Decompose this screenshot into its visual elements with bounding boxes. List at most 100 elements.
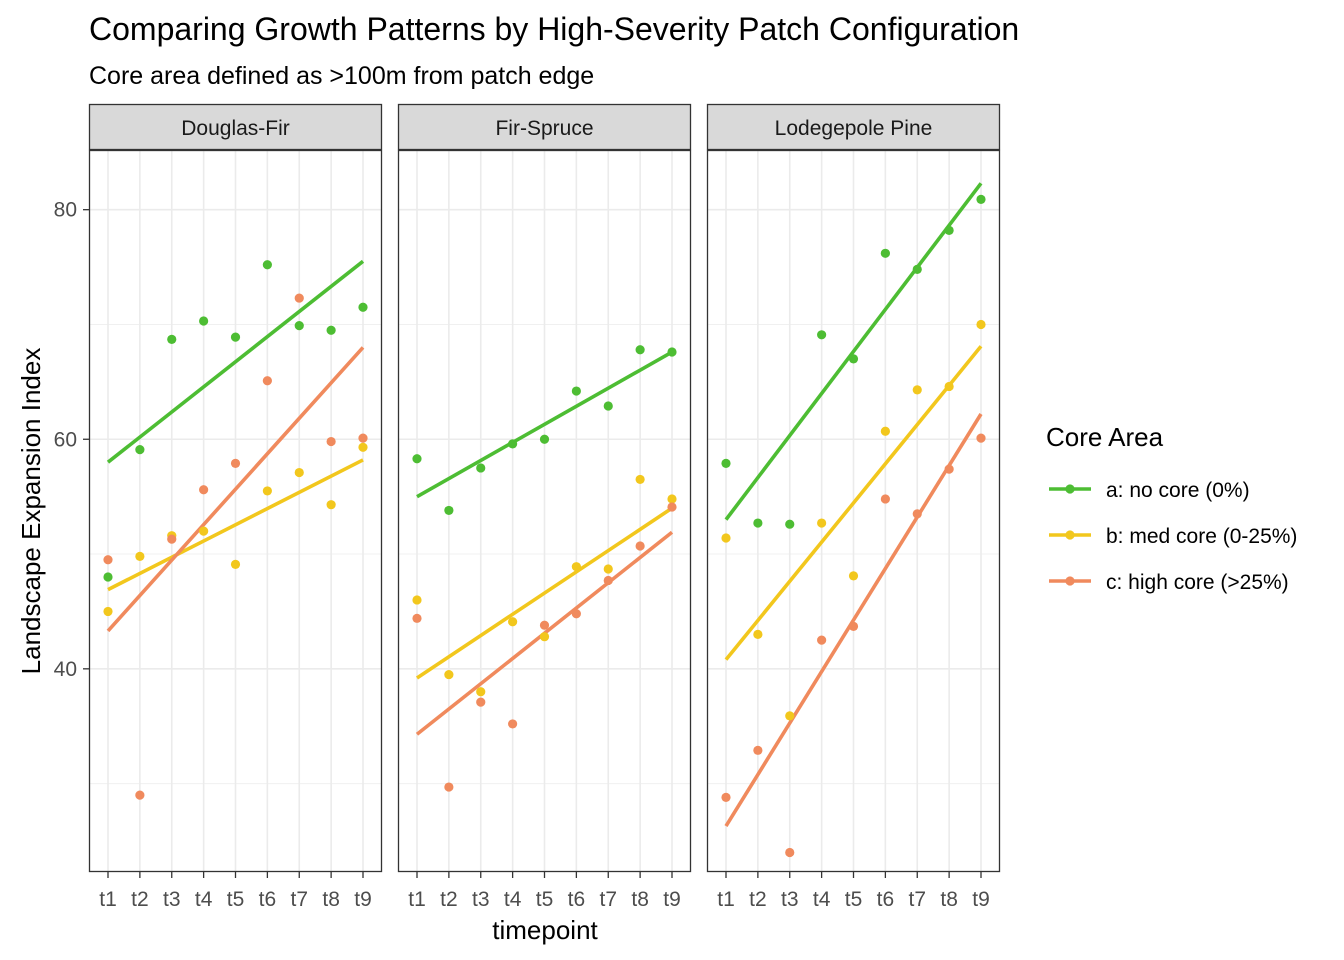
x-tick-label: t7 — [290, 888, 308, 911]
data-point-c — [539, 620, 550, 630]
data-point-b — [912, 385, 922, 395]
y-tick-label: 40 — [54, 658, 77, 681]
data-point-a — [912, 264, 922, 274]
y-tick-label: 60 — [54, 428, 77, 451]
data-point-a — [508, 439, 518, 449]
data-point-b — [667, 494, 677, 504]
data-point-c — [412, 613, 422, 623]
x-tick-label: t1 — [408, 888, 426, 911]
data-point-a — [444, 505, 454, 516]
data-point-a — [848, 354, 859, 364]
data-point-a — [167, 334, 177, 344]
data-point-a — [976, 194, 986, 204]
x-tick-label: t9 — [972, 888, 990, 911]
x-tick-label: t4 — [195, 888, 213, 911]
facet-strip — [397, 103, 692, 151]
data-point-c — [603, 575, 613, 586]
data-point-b — [539, 632, 550, 642]
chart-subtitle: Core area defined as >100m from patch ed… — [89, 62, 594, 90]
data-point-b — [444, 669, 454, 680]
facet-strip-label: Lodegepole Pine — [775, 117, 933, 140]
data-point-a — [539, 434, 550, 444]
data-point-c — [944, 464, 954, 474]
data-point-c — [444, 782, 454, 792]
data-point-a — [412, 454, 422, 464]
panel-border — [397, 149, 692, 873]
data-point-b — [262, 486, 272, 496]
legend-item-a: a: no core (0%) — [1049, 479, 1250, 502]
data-point-c — [817, 635, 827, 645]
y-axis: 40 60 80 — [54, 199, 89, 681]
data-point-a — [326, 325, 336, 335]
data-point-c — [880, 494, 890, 504]
x-tick-label: t3 — [781, 888, 799, 911]
trend-line-a — [106, 259, 365, 464]
data-point-a — [944, 225, 954, 235]
data-point-a — [262, 260, 272, 270]
data-point-a — [358, 302, 368, 312]
data-point-b — [880, 426, 890, 436]
data-point-c — [976, 433, 986, 443]
x-tick-label: t4 — [504, 888, 522, 911]
data-point-a — [667, 347, 677, 357]
data-point-b — [294, 467, 304, 478]
data-point-a — [476, 463, 486, 473]
data-point-a — [294, 321, 304, 331]
trend-line-b — [724, 345, 983, 661]
data-point-a — [721, 458, 731, 468]
x-tick-label: t5 — [536, 888, 554, 911]
legend-key-point — [1065, 576, 1075, 586]
x-tick-label: t7 — [599, 888, 617, 911]
data-point-a — [603, 401, 613, 411]
x-tick-label: t2 — [440, 888, 458, 911]
x-tick-label: t9 — [663, 888, 681, 911]
data-point-b — [785, 711, 795, 721]
data-point-b — [817, 518, 827, 528]
legend-item-b: b: med core (0-25%) — [1049, 525, 1297, 548]
legend: Core Area a: no core (0%) b: med core (0-… — [1046, 422, 1297, 594]
data-point-b — [326, 500, 336, 510]
legend-item-c: c: high core (>25%) — [1049, 571, 1289, 594]
legend-label: a: no core (0%) — [1106, 479, 1250, 502]
facet-panel: Fir-Spruce — [397, 103, 692, 873]
data-point-c — [294, 293, 304, 303]
data-point-a — [103, 572, 113, 582]
data-point-b — [603, 564, 613, 574]
facet-strip-label: Douglas-Fir — [181, 117, 290, 140]
x-axes: t1 t2 t3 t4 t5 t6 t7 t8 t9 t1 t2 t3 t4 t5 t6 t7 t8 t9 t1 t2… — [99, 872, 990, 911]
panel-border — [88, 149, 383, 873]
trend-line-a — [724, 182, 983, 521]
data-point-a — [135, 444, 145, 455]
data-point-c — [635, 541, 645, 551]
facet-strip — [88, 103, 383, 151]
data-point-c — [326, 436, 336, 447]
trend-line-c — [106, 346, 365, 633]
x-tick-label: t3 — [163, 888, 181, 911]
data-point-b — [635, 474, 645, 485]
data-point-b — [721, 533, 731, 543]
panel-border — [706, 149, 1001, 873]
y-tick-label: 80 — [54, 199, 77, 222]
trend-line-a — [416, 350, 673, 499]
data-point-a — [785, 519, 795, 529]
data-point-c — [167, 534, 177, 544]
data-point-b — [103, 606, 113, 617]
x-tick-label: t6 — [568, 888, 586, 911]
data-point-a — [880, 248, 890, 258]
facet-strip — [706, 103, 1001, 151]
data-point-c — [476, 697, 486, 707]
x-axis: t1 t2 t3 t4 t5 t6 t7 t8 t9 — [99, 872, 372, 911]
data-point-c — [753, 745, 763, 755]
x-axis-title: timepoint — [492, 915, 598, 945]
trend-line-c — [724, 413, 983, 828]
facet-strip-label: Fir-Spruce — [495, 117, 593, 140]
legend-key-point — [1065, 530, 1075, 540]
data-point-b — [476, 687, 486, 697]
x-tick-label: t9 — [354, 888, 372, 911]
data-point-c — [230, 458, 241, 468]
facet-panels: Douglas-Fir Fir-Spruce Lodegepole Pine — [88, 103, 1001, 873]
x-tick-label: t4 — [813, 888, 831, 911]
data-point-a — [753, 518, 763, 528]
legend-title: Core Area — [1046, 422, 1164, 452]
